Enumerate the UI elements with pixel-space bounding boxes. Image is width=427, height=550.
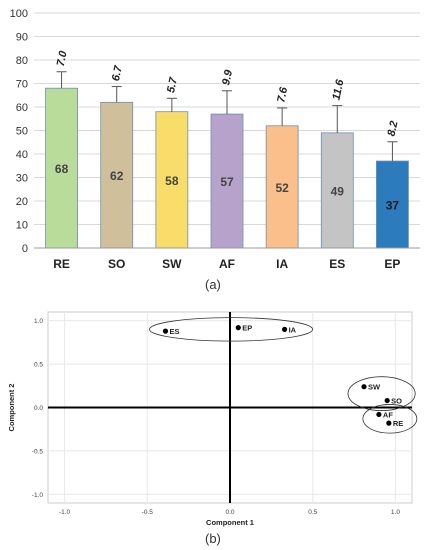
group-ellipse [347, 376, 416, 411]
y-tick-label: 90 [16, 32, 28, 44]
bar-value-label: 62 [110, 169, 124, 183]
data-point [282, 326, 288, 332]
bar-value-label: 68 [55, 162, 69, 176]
point-label: RE [393, 419, 403, 428]
y-tick-label: 0 [22, 243, 28, 255]
bar-value-label: 52 [275, 181, 289, 195]
y-tick-label: 100 [10, 8, 28, 20]
bar-value-label: 37 [386, 199, 400, 213]
point-label: SW [368, 383, 381, 392]
x-tick-label: 0.5 [308, 509, 317, 516]
bar-value-label: 58 [165, 174, 179, 188]
y-tick-label: -0.5 [32, 448, 44, 455]
y-tick-label: 1.0 [34, 318, 43, 325]
bar-value-label: 49 [331, 184, 345, 198]
bar [210, 113, 244, 249]
bar-value-label: 57 [220, 175, 234, 189]
x-tick-label: EP [384, 257, 400, 271]
data-point [376, 411, 382, 418]
point-label: AF [383, 410, 393, 419]
data-point [384, 397, 390, 404]
y-tick-label: 30 [16, 173, 28, 185]
panel-label-a: (a) [205, 277, 221, 292]
error-value-label: 8.2 [386, 120, 401, 137]
bar [376, 160, 409, 249]
y-tick-label: 0.0 [34, 405, 43, 412]
error-value-label: 6.7 [110, 64, 125, 82]
point-label: IA [289, 325, 297, 334]
y-tick-label: 0.5 [34, 362, 43, 369]
x-tick-label: SW [162, 257, 182, 271]
group-ellipse [149, 317, 313, 342]
y-axis-title: Component 2 [7, 384, 16, 432]
x-tick-label: -1.0 [59, 509, 71, 516]
bar [265, 125, 299, 249]
data-point [235, 325, 241, 331]
x-tick-label: SO [108, 257, 125, 271]
group-ellipse [362, 404, 418, 434]
bar [45, 87, 78, 249]
data-point [162, 328, 169, 334]
x-tick-label: AF [219, 257, 235, 271]
point-label: EP [242, 324, 252, 333]
x-tick-label: RE [53, 257, 70, 271]
error-value-label: 5.7 [165, 76, 180, 94]
error-value-label: 7.6 [275, 85, 290, 103]
x-tick-label: IA [276, 257, 288, 271]
x-tick-label: ES [329, 257, 345, 271]
y-tick-label: 80 [16, 55, 28, 67]
y-tick-label: 10 [16, 220, 28, 232]
error-value-label: 7.0 [55, 49, 70, 67]
panel-label-b: (b) [205, 531, 221, 546]
point-label: ES [169, 327, 179, 336]
point-label: SO [391, 397, 402, 406]
y-tick-label: 60 [16, 102, 28, 114]
bar [155, 111, 189, 249]
x-tick-label: 0.0 [225, 509, 234, 516]
bar [320, 132, 354, 249]
data-point [386, 420, 392, 426]
error-value-label: 11.6 [330, 78, 346, 102]
x-axis-title: Component 1 [206, 518, 254, 527]
y-tick-label: 70 [16, 79, 28, 91]
scatter-plot: -1.0 -0.5 0.0 0.5 1.0 -1.0 -0.5 0.0 0.5 1.0 ES EP IA… [7, 311, 418, 527]
error-value-label: 9.9 [220, 68, 235, 86]
y-tick-label: 50 [16, 126, 28, 138]
data-point [361, 384, 367, 390]
bar-chart: 0 10 20 30 40 50 60 70 80 90 100 68 7.0 RE 62 6.7 SO 58 5.… [10, 8, 420, 271]
x-tick-label: 1.0 [391, 509, 400, 516]
y-tick-label: 40 [16, 149, 28, 161]
x-tick-label: -0.5 [142, 509, 154, 516]
y-tick-label: -1.0 [32, 492, 44, 499]
y-tick-label: 20 [16, 196, 28, 208]
